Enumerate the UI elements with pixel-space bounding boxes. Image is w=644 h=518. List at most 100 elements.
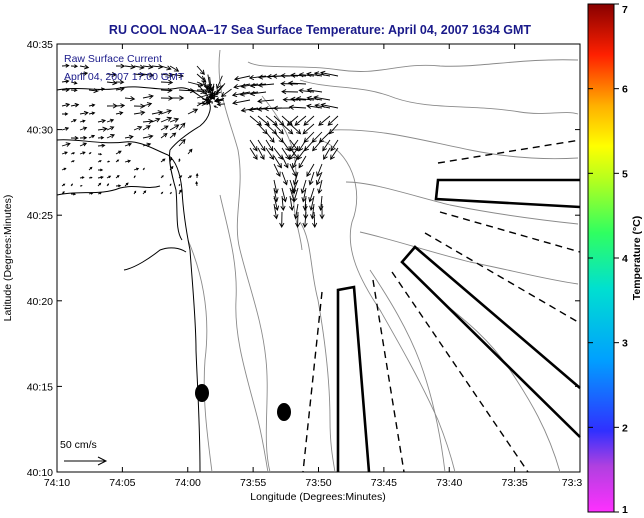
current-vector (281, 187, 288, 203)
current-vector (70, 88, 78, 93)
current-vector (298, 88, 315, 94)
current-vector (211, 100, 213, 104)
current-vector (309, 195, 315, 211)
colorbar-tick-label: 5 (622, 168, 628, 180)
current-vector (115, 184, 122, 188)
plot-frame (56, 43, 581, 473)
current-vector (322, 139, 331, 152)
current-vector (70, 119, 77, 123)
current-vector (88, 192, 94, 195)
current-vector (88, 152, 92, 155)
current-vector (133, 190, 137, 195)
current-vector (178, 189, 182, 195)
y-tick-label: 40:30 (27, 125, 53, 137)
current-vector (97, 136, 105, 140)
current-vector (160, 116, 173, 123)
current-vector (88, 176, 93, 179)
current-vector (79, 176, 85, 179)
current-vector (248, 75, 267, 81)
current-vector (178, 122, 186, 131)
current-vector (169, 132, 177, 139)
y-tick-label: 40:10 (27, 467, 53, 479)
current-vector (195, 172, 199, 179)
current-vector (291, 179, 299, 194)
current-vector (160, 65, 172, 71)
current-vector (133, 175, 136, 179)
current-vector (61, 191, 65, 195)
current-vector (281, 89, 299, 95)
current-vector (61, 126, 70, 131)
current-vector (313, 95, 331, 101)
current-vector (289, 147, 299, 160)
current-vector (97, 182, 102, 187)
figure-title: RU COOL NOAA–17 Sea Surface Temperature:… (109, 23, 532, 37)
current-vector (302, 195, 308, 212)
current-vector (301, 187, 307, 203)
current-vector (303, 131, 315, 143)
current-vector (292, 155, 299, 169)
current-vector (160, 191, 164, 195)
current-vector (133, 167, 140, 171)
current-vector (196, 65, 205, 75)
legend-line2: April 04, 2007 17:00 GMT (64, 71, 185, 83)
x-tick-label: 74:00 (175, 477, 201, 489)
bathymetry-contours (187, 49, 579, 473)
current-vector (142, 142, 152, 147)
colorbar-tick-label: 6 (622, 84, 628, 96)
current-vector (97, 126, 108, 132)
current-vector (233, 75, 251, 82)
current-vector (133, 110, 146, 116)
current-vector (257, 147, 265, 160)
current-vector (279, 211, 285, 228)
current-vector (124, 134, 134, 140)
marker-east (277, 403, 291, 421)
current-vector (209, 86, 215, 101)
current-vector (169, 156, 173, 163)
current-vector (88, 88, 99, 94)
current-vector (280, 195, 286, 212)
current-vector (302, 123, 315, 135)
current-vector (282, 97, 299, 103)
current-vector (79, 142, 88, 147)
x-tick-label: 73:35 (501, 477, 527, 489)
current-vector (142, 190, 147, 195)
current-vector (249, 139, 258, 152)
current-vector (88, 134, 96, 139)
current-vector (142, 64, 154, 70)
current-vector (257, 139, 266, 152)
surface-current-vectors (61, 63, 339, 228)
current-vector (70, 152, 76, 155)
current-vector (292, 187, 299, 203)
current-vector (216, 102, 225, 107)
current-vector (115, 150, 122, 155)
current-vector (97, 143, 106, 148)
x-tick-label: 73:40 (436, 477, 462, 489)
current-vector (208, 76, 214, 92)
current-vector (115, 63, 126, 69)
marker-west (195, 384, 209, 402)
colorbar-ticks: 7 6 5 4 3 2 1 (588, 3, 628, 516)
current-vector (106, 175, 112, 179)
current-vector (281, 139, 291, 152)
current-vector (239, 91, 259, 97)
current-vector (61, 112, 69, 116)
dashed-lines (302, 139, 581, 473)
current-vector (61, 142, 71, 147)
current-vector (106, 183, 110, 187)
current-vector (313, 71, 331, 77)
current-vector (79, 185, 83, 187)
current-vector (319, 203, 325, 220)
current-vector (169, 95, 185, 101)
current-vector (289, 163, 297, 177)
current-vector (70, 135, 79, 141)
current-vector (106, 160, 111, 163)
current-vector (317, 179, 323, 195)
current-vector (142, 94, 154, 100)
current-vector (197, 84, 208, 96)
current-vector (265, 147, 275, 160)
current-vector (323, 147, 331, 160)
current-vector (320, 102, 339, 109)
current-vector (330, 139, 339, 152)
current-vector (290, 72, 307, 78)
current-vector (265, 131, 275, 143)
